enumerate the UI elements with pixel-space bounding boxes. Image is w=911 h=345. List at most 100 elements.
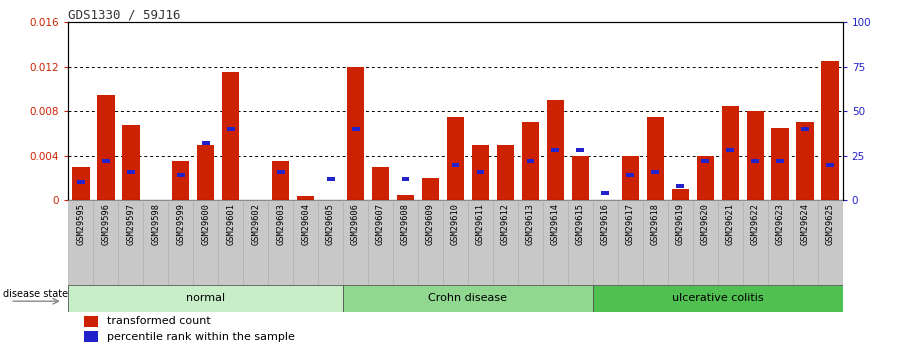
Bar: [243, 200, 268, 285]
Text: GSM29616: GSM29616: [601, 203, 609, 245]
Bar: [193, 200, 219, 285]
Text: GSM29605: GSM29605: [326, 203, 335, 245]
Text: GSM29614: GSM29614: [551, 203, 560, 245]
Bar: [676, 184, 684, 188]
Text: GSM29606: GSM29606: [351, 203, 360, 245]
Bar: [402, 177, 409, 181]
Bar: [568, 200, 593, 285]
Bar: [77, 180, 85, 184]
Bar: [668, 200, 692, 285]
Bar: [793, 200, 818, 285]
Text: percentile rank within the sample: percentile rank within the sample: [107, 332, 295, 342]
Bar: [547, 100, 564, 200]
Bar: [422, 178, 439, 200]
Bar: [227, 127, 235, 131]
Bar: [219, 200, 243, 285]
Bar: [68, 200, 93, 285]
Text: GSM29595: GSM29595: [77, 203, 86, 245]
Bar: [268, 200, 293, 285]
Text: Crohn disease: Crohn disease: [428, 294, 507, 303]
Bar: [197, 145, 214, 200]
Bar: [593, 285, 843, 312]
Text: GSM29623: GSM29623: [776, 203, 784, 245]
Bar: [172, 161, 189, 200]
Bar: [347, 67, 364, 200]
Text: GSM29615: GSM29615: [576, 203, 585, 245]
Bar: [352, 127, 360, 131]
Text: GSM29621: GSM29621: [726, 203, 735, 245]
Bar: [826, 162, 834, 167]
Bar: [627, 173, 634, 177]
Text: GSM29609: GSM29609: [426, 203, 435, 245]
Bar: [742, 200, 768, 285]
Bar: [618, 200, 643, 285]
Bar: [543, 200, 568, 285]
Text: ulcerative colitis: ulcerative colitis: [672, 294, 763, 303]
Bar: [496, 145, 514, 200]
Bar: [802, 127, 809, 131]
Bar: [651, 170, 660, 174]
Text: GSM29598: GSM29598: [151, 203, 160, 245]
Bar: [327, 177, 334, 181]
Bar: [293, 200, 318, 285]
Text: GSM29608: GSM29608: [401, 203, 410, 245]
Text: GSM29611: GSM29611: [476, 203, 485, 245]
Bar: [318, 200, 343, 285]
Bar: [169, 200, 193, 285]
Bar: [93, 200, 118, 285]
Bar: [84, 315, 97, 327]
Bar: [118, 200, 143, 285]
Bar: [518, 200, 543, 285]
Bar: [746, 111, 764, 200]
Bar: [468, 200, 493, 285]
Text: GSM29619: GSM29619: [676, 203, 685, 245]
Bar: [551, 148, 559, 152]
Bar: [722, 106, 739, 200]
Bar: [446, 117, 465, 200]
Bar: [143, 200, 169, 285]
Bar: [222, 72, 240, 200]
Bar: [647, 117, 664, 200]
Bar: [84, 331, 97, 342]
Bar: [472, 145, 489, 200]
Text: GSM29601: GSM29601: [226, 203, 235, 245]
Text: GSM29622: GSM29622: [751, 203, 760, 245]
Text: GSM29620: GSM29620: [701, 203, 710, 245]
Bar: [701, 159, 710, 163]
Bar: [72, 167, 89, 200]
Bar: [768, 200, 793, 285]
Text: GSM29618: GSM29618: [650, 203, 660, 245]
Bar: [692, 200, 718, 285]
Bar: [643, 200, 668, 285]
Text: GDS1330 / 59J16: GDS1330 / 59J16: [68, 8, 180, 21]
Bar: [368, 200, 393, 285]
Bar: [796, 122, 814, 200]
Text: disease state: disease state: [4, 289, 68, 299]
Bar: [818, 200, 843, 285]
Text: GSM29597: GSM29597: [127, 203, 135, 245]
Text: GSM29610: GSM29610: [451, 203, 460, 245]
Bar: [577, 148, 584, 152]
Bar: [201, 141, 210, 145]
Bar: [776, 159, 784, 163]
Bar: [271, 161, 290, 200]
Bar: [522, 122, 539, 200]
Bar: [127, 170, 135, 174]
Text: GSM29624: GSM29624: [801, 203, 810, 245]
Text: GSM29604: GSM29604: [302, 203, 310, 245]
Bar: [593, 200, 618, 285]
Bar: [671, 189, 689, 200]
Bar: [621, 156, 640, 200]
Bar: [122, 125, 139, 200]
Text: GSM29625: GSM29625: [825, 203, 834, 245]
Text: transformed count: transformed count: [107, 316, 210, 326]
Bar: [476, 170, 485, 174]
Text: GSM29613: GSM29613: [526, 203, 535, 245]
Text: GSM29603: GSM29603: [276, 203, 285, 245]
Bar: [822, 61, 839, 200]
Bar: [397, 195, 415, 200]
Bar: [601, 191, 609, 195]
Bar: [102, 159, 109, 163]
Bar: [97, 95, 115, 200]
Bar: [718, 200, 742, 285]
